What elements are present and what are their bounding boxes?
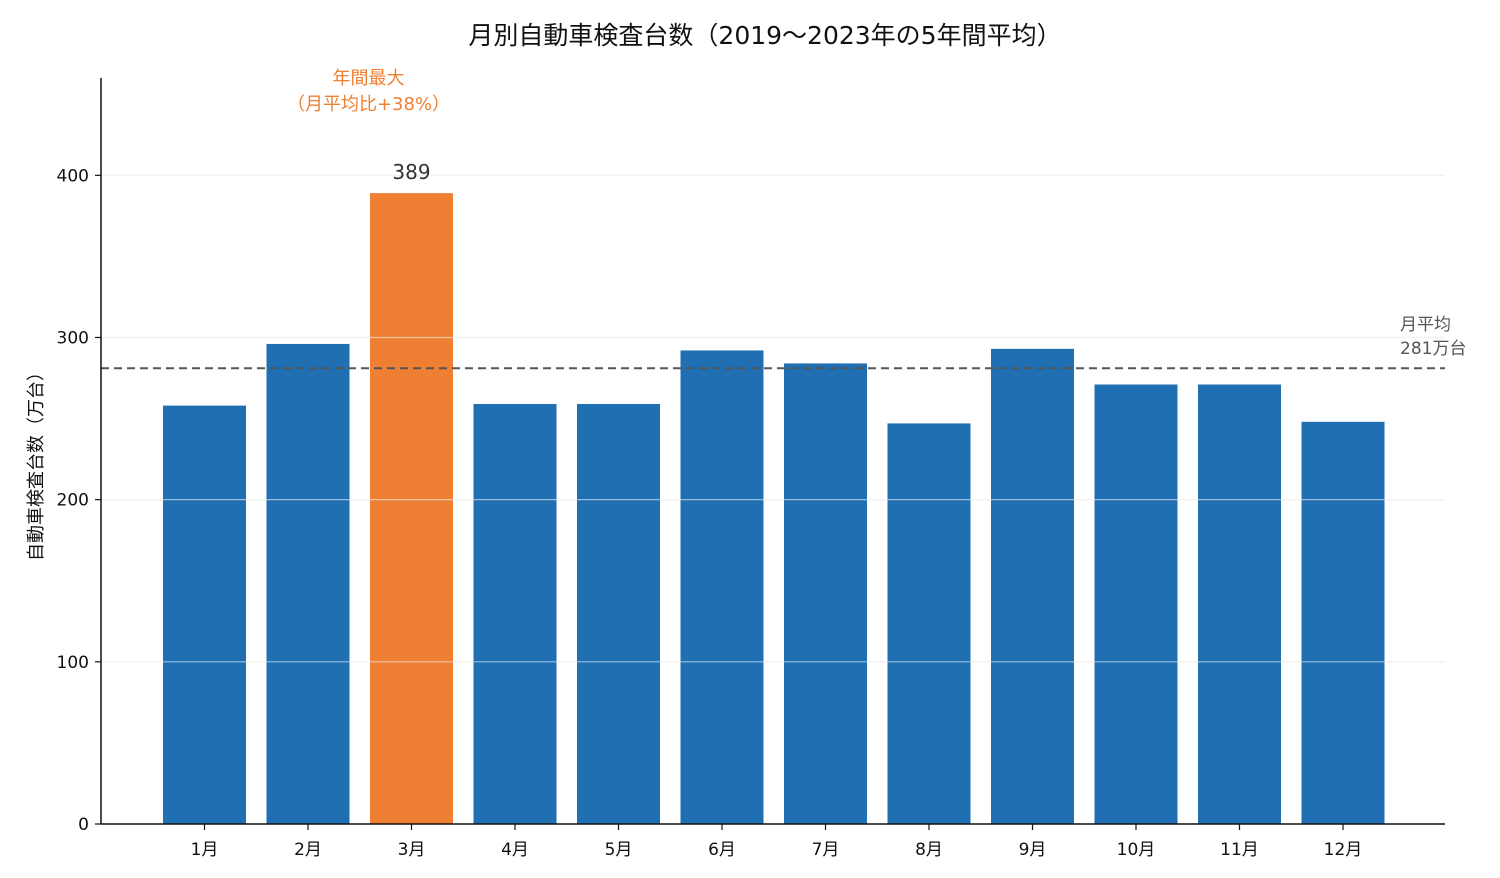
average-label-title: 月平均 <box>1400 315 1451 335</box>
x-tick-label: 1月 <box>191 840 219 860</box>
x-tick-label: 9月 <box>1019 840 1047 860</box>
x-ticks: 1月 2月 3月 4月 5月 6月 7月 8月 9月 10月 11月 12月 <box>191 824 1363 860</box>
x-tick-label: 10月 <box>1117 840 1156 860</box>
x-tick-label: 4月 <box>501 840 529 860</box>
x-tick-label: 7月 <box>812 840 840 860</box>
highlight-annotation-title: 年間最大 <box>333 68 405 89</box>
bar <box>1094 384 1178 824</box>
x-tick-label: 11月 <box>1220 840 1259 860</box>
average-reference: 月平均 281万台 <box>101 315 1466 370</box>
chart-title: 月別自動車検査台数（2019〜2023年の5年間平均） <box>468 21 1061 50</box>
gridlines-overlay <box>101 174 1445 663</box>
x-tick-label: 8月 <box>915 840 943 860</box>
x-tick-label: 6月 <box>708 840 736 860</box>
bar <box>473 403 557 824</box>
bars <box>101 174 1445 824</box>
bar <box>887 423 971 824</box>
y-axis-label: 自動車検査台数（万台） <box>26 363 47 561</box>
average-label-value: 281万台 <box>1400 339 1466 359</box>
x-tick-label: 2月 <box>294 840 322 860</box>
bar-highlight <box>370 193 453 824</box>
y-tick-label: 100 <box>57 653 89 673</box>
x-tick-label: 3月 <box>398 840 426 860</box>
x-tick-label: 5月 <box>605 840 633 860</box>
bar <box>266 343 350 824</box>
x-tick-label: 12月 <box>1324 840 1363 860</box>
bar <box>680 350 764 824</box>
bar <box>784 363 867 824</box>
bar <box>1301 421 1385 824</box>
y-ticks: 0 100 200 300 400 <box>57 166 101 835</box>
highlight-value-label: 389 <box>392 160 430 184</box>
bar <box>577 403 660 824</box>
bar-annotations: 389 年間最大 （月平均比+38%） <box>287 68 450 184</box>
bar <box>1198 384 1281 824</box>
y-tick-label: 200 <box>57 491 89 511</box>
y-tick-label: 0 <box>78 815 89 835</box>
bar <box>991 348 1074 824</box>
y-tick-label: 400 <box>57 166 89 186</box>
axes <box>100 78 1445 825</box>
highlight-annotation-detail: （月平均比+38%） <box>287 94 450 115</box>
bar <box>163 405 246 824</box>
y-tick-label: 300 <box>57 328 89 348</box>
